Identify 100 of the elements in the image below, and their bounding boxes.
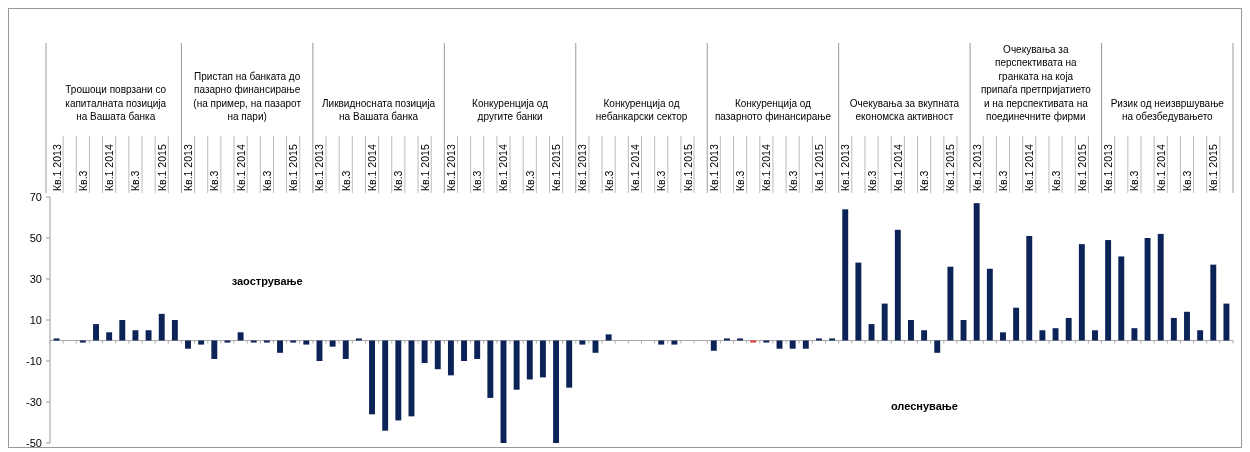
bar bbox=[237, 332, 244, 341]
bar bbox=[1065, 317, 1072, 341]
text: Очекувања за вкупната економска активност bbox=[849, 97, 960, 122]
bar bbox=[947, 266, 954, 341]
bar bbox=[1184, 311, 1190, 341]
bar bbox=[566, 340, 573, 388]
bar bbox=[1223, 303, 1230, 341]
x-tick-label: Кв.1 2013 bbox=[707, 144, 720, 191]
bar bbox=[1197, 330, 1204, 341]
bar bbox=[671, 340, 678, 345]
x-tick-label: Кв.3 bbox=[734, 170, 747, 191]
x-tick-label: Кв.3 bbox=[1128, 170, 1141, 191]
x-tick-label: Кв.1 2015 bbox=[550, 144, 563, 191]
x-tick-label: Кв.3 bbox=[1049, 170, 1062, 191]
bar bbox=[539, 340, 546, 378]
bar bbox=[829, 338, 836, 341]
bar bbox=[750, 340, 757, 343]
text: Конкуренција од пазарното финансирање bbox=[714, 97, 832, 122]
y-tick-label: 30 bbox=[29, 272, 42, 285]
bar bbox=[79, 340, 86, 343]
bar bbox=[1144, 238, 1151, 341]
x-tick-label: Кв.1 2015 bbox=[812, 144, 825, 191]
x-tick-label: Кв.3 bbox=[129, 170, 142, 191]
bar bbox=[185, 340, 191, 349]
x-tick-label: Кв.3 bbox=[918, 170, 931, 191]
bar bbox=[1000, 332, 1006, 341]
x-tick-label: Кв.1 2014 bbox=[1154, 144, 1167, 191]
bar bbox=[579, 340, 586, 345]
x-tick-label: Кв.1 2015 bbox=[287, 144, 300, 191]
x-tick-label: Кв.1 2014 bbox=[366, 144, 379, 191]
y-tick-label: -10 bbox=[26, 354, 42, 367]
x-tick-label: Кв.1 2015 bbox=[944, 144, 957, 191]
bar bbox=[474, 340, 481, 359]
x-tick-label: Кв.3 bbox=[260, 170, 273, 191]
bar bbox=[1210, 264, 1217, 341]
bar bbox=[1105, 240, 1112, 341]
x-tick-label: Кв.1 2014 bbox=[760, 144, 773, 191]
bar bbox=[211, 340, 218, 359]
bar bbox=[513, 340, 520, 390]
text: Конкуренција од небанкарски сектор bbox=[595, 97, 688, 122]
x-tick-label: Кв.3 bbox=[602, 170, 615, 191]
bar bbox=[605, 334, 612, 341]
y-tick-label: 10 bbox=[29, 313, 42, 326]
bar bbox=[1092, 330, 1098, 341]
bar bbox=[250, 340, 257, 343]
bar bbox=[921, 330, 928, 341]
x-tick-label: Кв.3 bbox=[786, 170, 799, 191]
bar bbox=[461, 340, 468, 361]
x-tick-label: Кв.1 2013 bbox=[182, 144, 195, 191]
x-tick-label: Кв.3 bbox=[392, 170, 405, 191]
x-tick-label: Кв.1 2015 bbox=[1075, 144, 1088, 191]
text: Трошоци поврзани со капиталната позиција на Вашата банка bbox=[65, 84, 167, 122]
bar bbox=[487, 340, 494, 398]
text: Ризик од неизвршување на обезбедувањето bbox=[1110, 97, 1225, 122]
x-tick-label: Кв.1 2013 bbox=[970, 144, 983, 191]
bar bbox=[263, 340, 270, 343]
x-tick-label: Кв.1 2015 bbox=[418, 144, 431, 191]
x-tick-label: Кв.1 2013 bbox=[1102, 144, 1115, 191]
bar bbox=[986, 268, 993, 341]
x-tick-label: Кв.3 bbox=[655, 170, 668, 191]
y-tick-label: -30 bbox=[26, 395, 42, 408]
bar bbox=[1170, 317, 1177, 341]
text: Ликвидносната позиција на Вашата банка bbox=[322, 97, 436, 122]
text: Пристап на банката до пазарно финансирање (на пример, на пазарот на пари) bbox=[193, 70, 302, 122]
bar bbox=[106, 332, 113, 341]
bar bbox=[369, 340, 375, 415]
bar bbox=[855, 262, 862, 341]
bar bbox=[355, 338, 362, 341]
x-tick-label: Кв.3 bbox=[996, 170, 1009, 191]
bar bbox=[842, 209, 849, 341]
annotation: олеснување bbox=[890, 400, 958, 413]
bar bbox=[93, 324, 99, 341]
bar bbox=[1039, 330, 1046, 341]
bar bbox=[1013, 307, 1020, 341]
bar bbox=[789, 340, 796, 349]
bar bbox=[1052, 328, 1059, 341]
x-tick-label: Кв.3 bbox=[76, 170, 89, 191]
bar bbox=[1078, 244, 1085, 341]
x-tick-label: Кв.1 2015 bbox=[681, 144, 694, 191]
bar bbox=[342, 340, 349, 359]
x-tick-label: Кв.1 2014 bbox=[103, 144, 116, 191]
bar bbox=[290, 340, 297, 343]
x-tick-label: Кв.3 bbox=[523, 170, 536, 191]
x-tick-label: Кв.1 2013 bbox=[313, 144, 326, 191]
x-tick-label: Кв.1 2014 bbox=[628, 144, 641, 191]
text: Очекувања за перспективата на гранката на која припаѓа претпријатието и на перспективата на поединечните фирми bbox=[980, 43, 1092, 122]
bar bbox=[53, 338, 60, 341]
bar bbox=[894, 229, 901, 341]
bar bbox=[277, 340, 283, 353]
bar bbox=[658, 340, 665, 345]
bar bbox=[198, 340, 205, 345]
bar bbox=[303, 340, 310, 345]
bar bbox=[908, 320, 914, 341]
bar bbox=[815, 338, 822, 341]
x-tick-label: Кв.1 2015 bbox=[155, 144, 168, 191]
bar bbox=[1026, 235, 1033, 341]
x-tick-label: Кв.1 2015 bbox=[1207, 144, 1220, 191]
y-tick-label: -50 bbox=[26, 436, 42, 449]
bar bbox=[132, 330, 139, 341]
x-tick-label: Кв.3 bbox=[208, 170, 221, 191]
